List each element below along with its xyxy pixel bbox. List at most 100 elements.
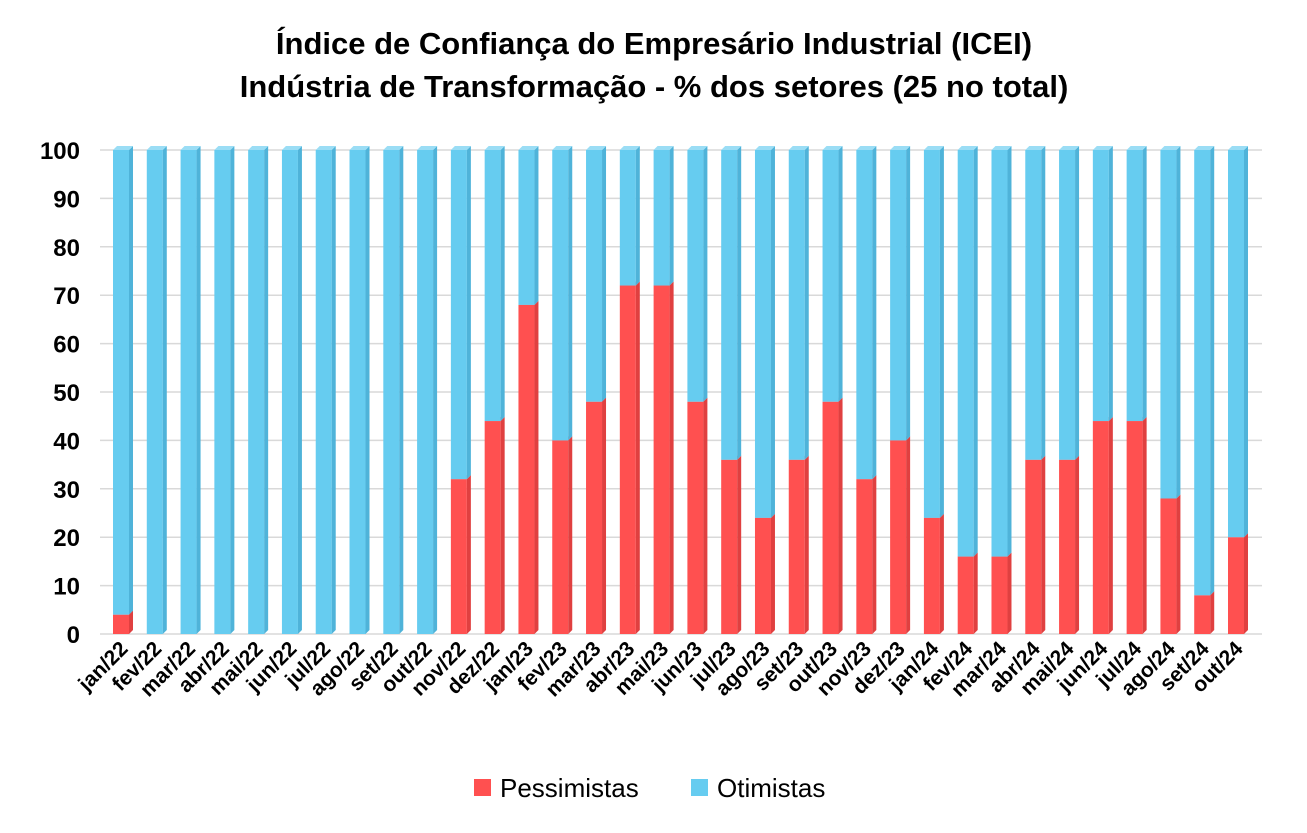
- bar-otimistas: [450, 150, 467, 480]
- bar-otimistas-side: [838, 146, 843, 402]
- y-tick-label: 100: [40, 138, 80, 165]
- bar-pessimistas-side: [1142, 417, 1147, 634]
- bar-otimistas-top: [417, 146, 438, 150]
- bar-otimistas: [754, 150, 771, 518]
- bar-pessimistas: [923, 517, 940, 634]
- y-tick-label: 20: [53, 525, 80, 552]
- bar-otimistas-top: [281, 146, 302, 150]
- bar-otimistas-side: [433, 146, 438, 634]
- bar-otimistas-top: [146, 146, 167, 150]
- bar-pessimistas-side: [1041, 455, 1046, 634]
- bar-pessimistas: [1194, 595, 1211, 634]
- bar-otimistas-top: [822, 146, 843, 150]
- bar-otimistas-side: [737, 146, 742, 460]
- bar-otimistas: [788, 150, 805, 460]
- bar-pessimistas: [1092, 421, 1109, 634]
- bar-pessimistas-side: [1075, 455, 1080, 634]
- y-tick-label: 40: [53, 428, 80, 455]
- bar-pessimistas-side: [568, 436, 573, 634]
- bar-otimistas: [518, 150, 535, 305]
- bar-pessimistas: [552, 440, 569, 634]
- bar-otimistas: [180, 150, 197, 634]
- bar-pessimistas-side: [703, 397, 708, 634]
- bar-pessimistas: [1160, 498, 1177, 634]
- bar-pessimistas: [113, 614, 129, 634]
- bar-otimistas-top: [383, 146, 404, 150]
- bar-otimistas-side: [466, 146, 471, 480]
- bar-otimistas-side: [162, 146, 167, 634]
- bar-otimistas: [687, 150, 704, 402]
- bar-otimistas-side: [264, 146, 269, 634]
- bar-pessimistas-side: [635, 281, 640, 634]
- bar-otimistas-side: [770, 146, 775, 518]
- bar-otimistas: [1025, 150, 1042, 460]
- bar-pessimistas-side: [534, 300, 539, 634]
- bar-pessimistas-side: [466, 475, 471, 634]
- y-tick-label: 70: [53, 283, 80, 310]
- bar-otimistas: [721, 150, 738, 460]
- bar-otimistas-side: [196, 146, 201, 634]
- bar-otimistas-top: [349, 146, 370, 150]
- bar-otimistas-top: [1126, 146, 1147, 150]
- bar-otimistas: [552, 150, 569, 441]
- bar-otimistas: [1228, 150, 1244, 538]
- bar-otimistas-top: [1228, 146, 1248, 150]
- bar-pessimistas: [653, 285, 670, 634]
- bar-pessimistas: [619, 285, 636, 634]
- bar-otimistas: [484, 150, 501, 422]
- chart-title-line1: Índice de Confiança do Empresário Indust…: [276, 26, 1032, 61]
- bar-otimistas: [1059, 150, 1076, 460]
- bar-otimistas-side: [365, 146, 370, 634]
- bar-otimistas: [822, 150, 839, 402]
- bar-otimistas-side: [1041, 146, 1046, 460]
- bar-otimistas: [957, 150, 974, 557]
- bar-otimistas-top: [450, 146, 471, 150]
- bar-otimistas-side: [906, 146, 911, 441]
- bar-pessimistas-side: [129, 610, 133, 634]
- bar-otimistas: [890, 150, 907, 441]
- bar-pessimistas: [822, 401, 839, 634]
- bar-otimistas-side: [1108, 146, 1113, 422]
- bar-otimistas: [281, 150, 298, 634]
- bar-otimistas-top: [1059, 146, 1080, 150]
- y-tick-label: 30: [53, 477, 80, 504]
- bar-pessimistas: [957, 556, 974, 634]
- legend-swatch-pessimistas: [474, 779, 491, 796]
- bar-otimistas-top: [991, 146, 1012, 150]
- bar-otimistas-top: [214, 146, 235, 150]
- bar-pessimistas-side: [500, 417, 505, 634]
- chart-title-line2: Indústria de Transformação - % dos setor…: [240, 69, 1069, 104]
- bar-otimistas-top: [586, 146, 607, 150]
- bar-otimistas-top: [721, 146, 742, 150]
- bar-otimistas: [315, 150, 332, 634]
- bar-otimistas: [619, 150, 636, 286]
- bar-pessimistas-side: [770, 513, 775, 634]
- bar-otimistas-top: [113, 146, 133, 150]
- bar-pessimistas: [518, 304, 535, 634]
- bar-pessimistas-side: [804, 455, 809, 634]
- bar-otimistas: [146, 150, 163, 634]
- y-tick-label: 80: [53, 235, 80, 262]
- bar-pessimistas: [484, 421, 501, 634]
- bar-pessimistas: [1228, 537, 1244, 634]
- y-tick-label: 10: [53, 574, 80, 601]
- bar-pessimistas: [1126, 421, 1143, 634]
- bar-otimistas-top: [619, 146, 640, 150]
- bar-otimistas-top: [248, 146, 269, 150]
- bar-otimistas-side: [804, 146, 809, 460]
- bar-otimistas: [248, 150, 265, 634]
- legend-swatch-otimistas: [691, 779, 708, 796]
- legend: Pessimistas Otimistas: [474, 773, 825, 803]
- bar-pessimistas: [754, 517, 771, 634]
- bar-pessimistas-side: [838, 397, 843, 634]
- bar-pessimistas-side: [669, 281, 674, 634]
- bar-otimistas-side: [1142, 146, 1147, 422]
- bar-pessimistas: [721, 459, 738, 634]
- bar-otimistas-top: [484, 146, 505, 150]
- bar-pessimistas: [1025, 459, 1042, 634]
- bar-pessimistas: [586, 401, 603, 634]
- y-tick-label: 50: [53, 380, 80, 407]
- bar-otimistas-side: [939, 146, 944, 518]
